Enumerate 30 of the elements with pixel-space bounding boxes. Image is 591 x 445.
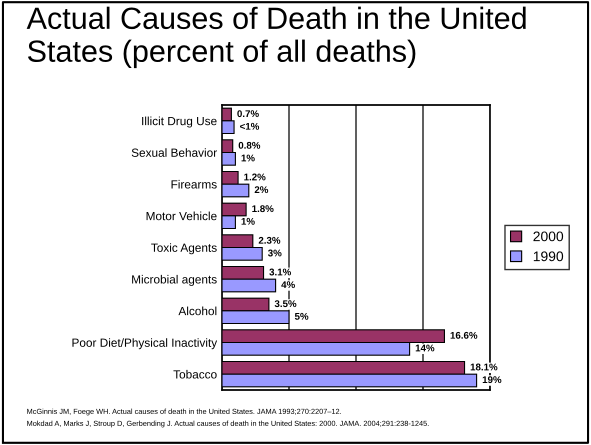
- data-label: 1%: [242, 218, 255, 225]
- y-tick-label: Microbial agents: [132, 274, 217, 286]
- data-label: <1%: [240, 122, 260, 130]
- data-label: 0.8%: [238, 142, 260, 149]
- data-label: 1.8%: [252, 205, 274, 212]
- legend-label: 2000: [533, 231, 564, 242]
- y-tick-label: Sexual Behavior: [132, 148, 217, 157]
- y-tick-label: Alcohol: [178, 306, 216, 316]
- y-tick-label: Motor Vehicle: [146, 212, 217, 220]
- data-label: 3.1%: [269, 268, 291, 276]
- data-label: 18.1%: [470, 364, 498, 370]
- data-label: 5%: [294, 312, 308, 320]
- y-tick-label: Firearms: [172, 180, 217, 189]
- y-tick-label: Illicit Drug Use: [142, 116, 217, 128]
- data-label: 1%: [242, 154, 255, 162]
- data-label: 19%: [482, 376, 502, 384]
- data-label: 2.3%: [258, 236, 280, 244]
- data-label: 3.5%: [274, 300, 296, 308]
- y-tick-label: Poor Diet/Physical Inactivity: [72, 338, 218, 350]
- legend-label: 1990: [534, 251, 564, 262]
- chart-title: Actual Causes of Death in the United States (percent of all deaths): [26, 6, 526, 68]
- data-label: 14%: [416, 344, 434, 352]
- y-tick-label: Tobacco: [173, 370, 217, 379]
- data-label: 2%: [254, 186, 268, 194]
- data-label: 3%: [268, 250, 282, 256]
- data-label: 16.6%: [450, 332, 478, 339]
- data-label: 1.2%: [244, 174, 266, 180]
- data-label: 0.7%: [237, 110, 259, 118]
- y-tick-label: Toxic Agents: [151, 243, 217, 254]
- data-label: 4%: [281, 281, 295, 288]
